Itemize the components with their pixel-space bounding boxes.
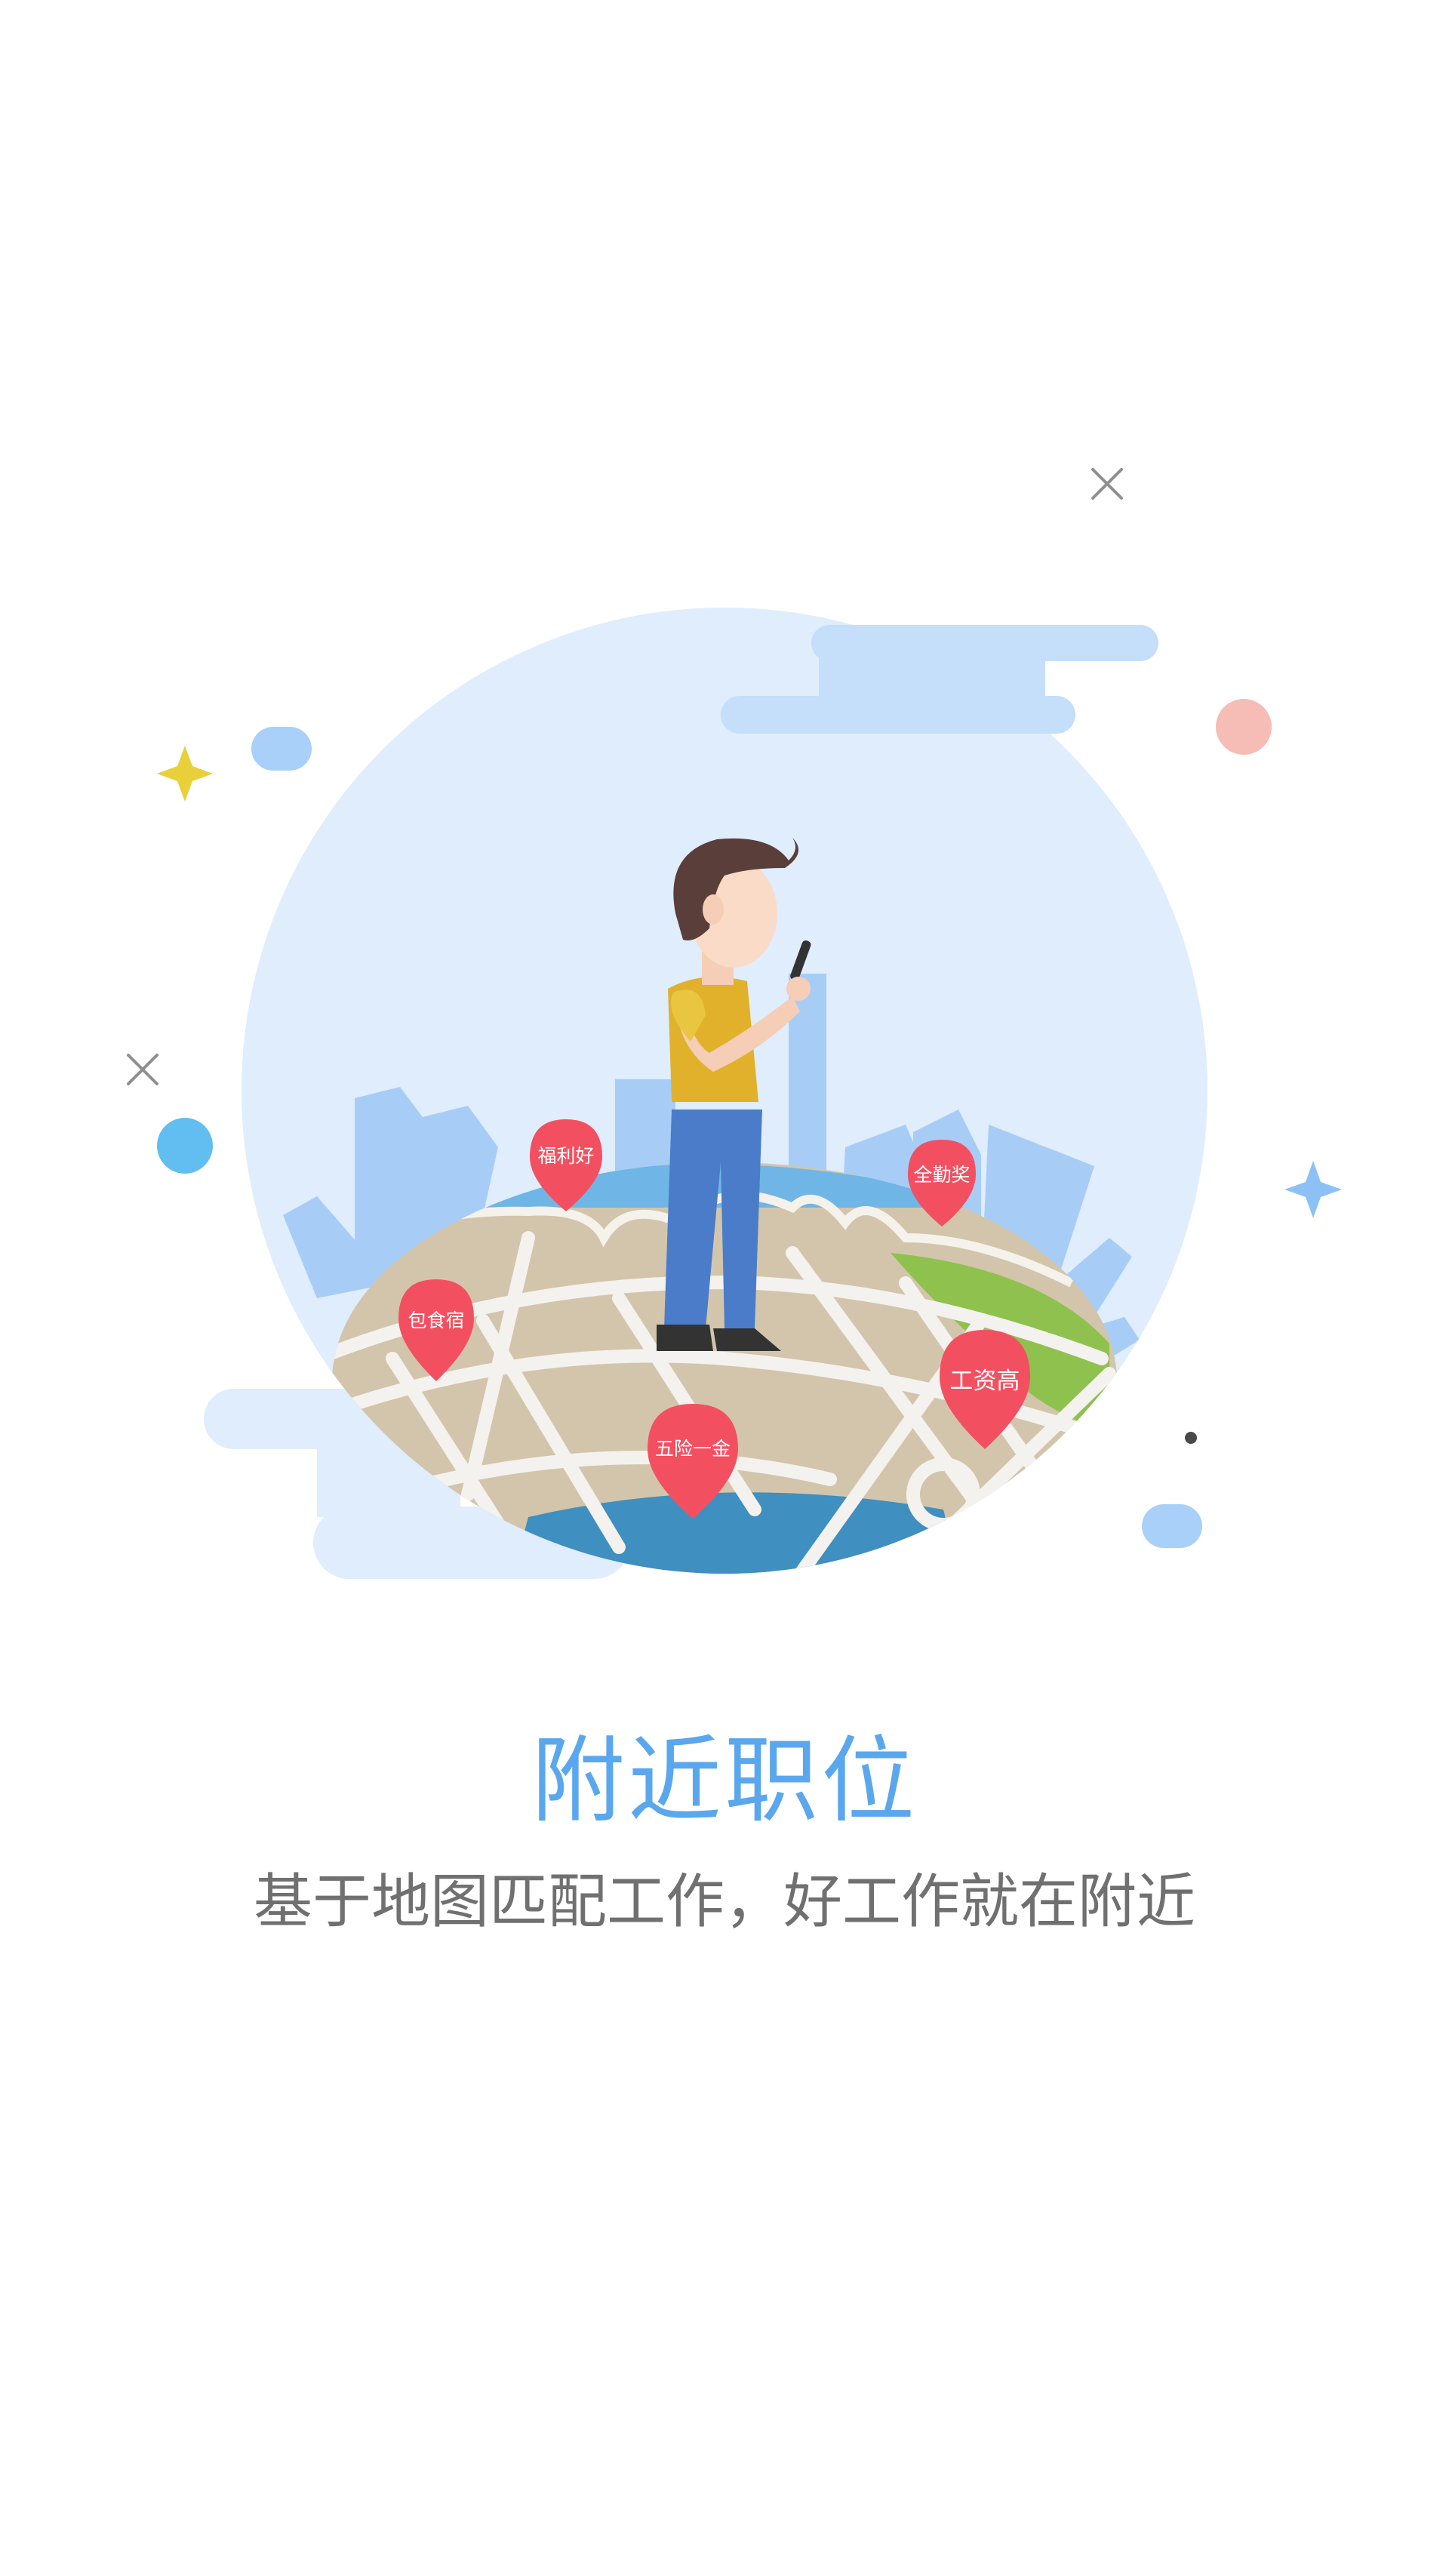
map-pin-label: 福利好 [537,1145,594,1167]
person-with-phone [657,838,811,1351]
onboarding-illustration: 福利好 全勤奖 包食宿 工资高 五险一金 [127,468,1342,1579]
map-pin-label: 工资高 [950,1368,1020,1395]
map-pin-label: 包食宿 [408,1310,464,1331]
page-subtitle: 基于地图匹配工作，好工作就在附近 [253,1868,1195,1936]
decorative-cross-left [127,1054,158,1085]
map-pin-board-lodging[interactable]: 包食宿 [398,1279,474,1381]
decorative-pill-top-left [251,727,312,771]
decorative-dot-pink [1216,699,1272,755]
map-pin-attendance-bonus[interactable]: 全勤奖 [908,1140,976,1226]
map-pin-label: 全勤奖 [913,1164,970,1186]
map-pin-high-salary[interactable]: 工资高 [940,1330,1030,1449]
sparkle-icon-blue [1284,1161,1342,1218]
decorative-pill-bottom-right [1142,1504,1202,1548]
decorative-cross-top [1091,468,1123,500]
decorative-dot-small [1185,1432,1197,1444]
page-title: 附近职位 [531,1727,918,1836]
map-pin-label: 五险一金 [655,1438,731,1460]
map-pin-welfare[interactable]: 福利好 [530,1119,602,1211]
cloud-top [721,625,1158,734]
map-pin-social-insurance[interactable]: 五险一金 [648,1404,738,1519]
sparkle-icon-yellow [157,746,213,802]
decorative-dot-blue [157,1118,213,1174]
